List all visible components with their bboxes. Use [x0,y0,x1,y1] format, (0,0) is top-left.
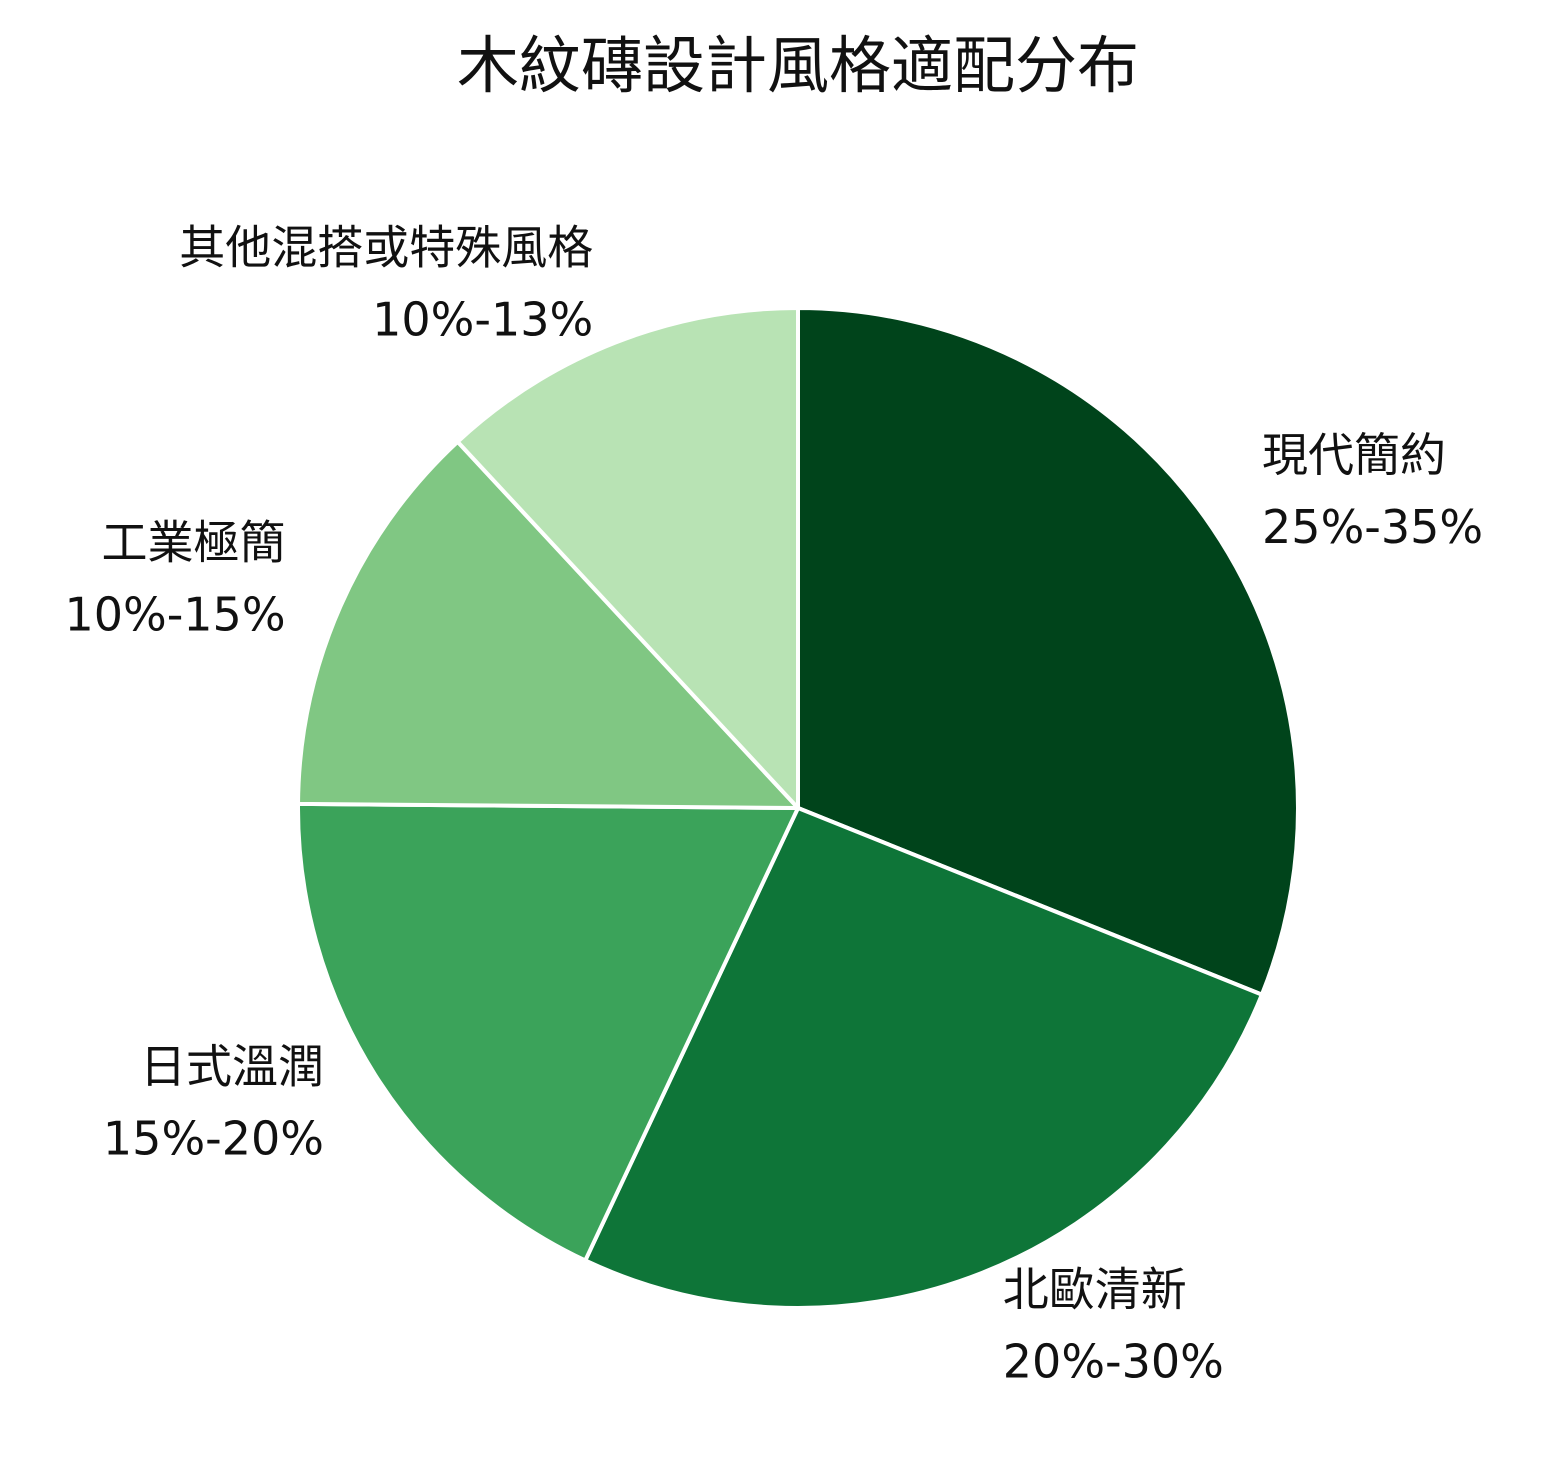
pie-slice [796,306,1300,997]
slice-value-label: 10%-13% [372,292,593,346]
pie-slice [296,439,800,810]
slice-label: 日式溫潤 [140,1040,324,1094]
slice-label: 工業極簡 [102,516,286,570]
slice-label: 其他混搭或特殊風格 [179,220,593,274]
chart-title: 木紋磚設計風格適配分布 [457,29,1139,102]
pie-slice [296,801,800,1263]
pie-slice [583,806,1264,1310]
slice-value-label: 10%-15% [64,588,285,642]
slice-label: 現代簡約 [1262,428,1446,482]
slice-label: 北歐清新 [1003,1263,1187,1317]
slice-value-label: 20%-30% [1003,1335,1224,1389]
pie-slice [455,306,800,810]
slice-value-label: 15%-20% [103,1112,324,1166]
slice-value-label: 25%-35% [1262,500,1483,554]
